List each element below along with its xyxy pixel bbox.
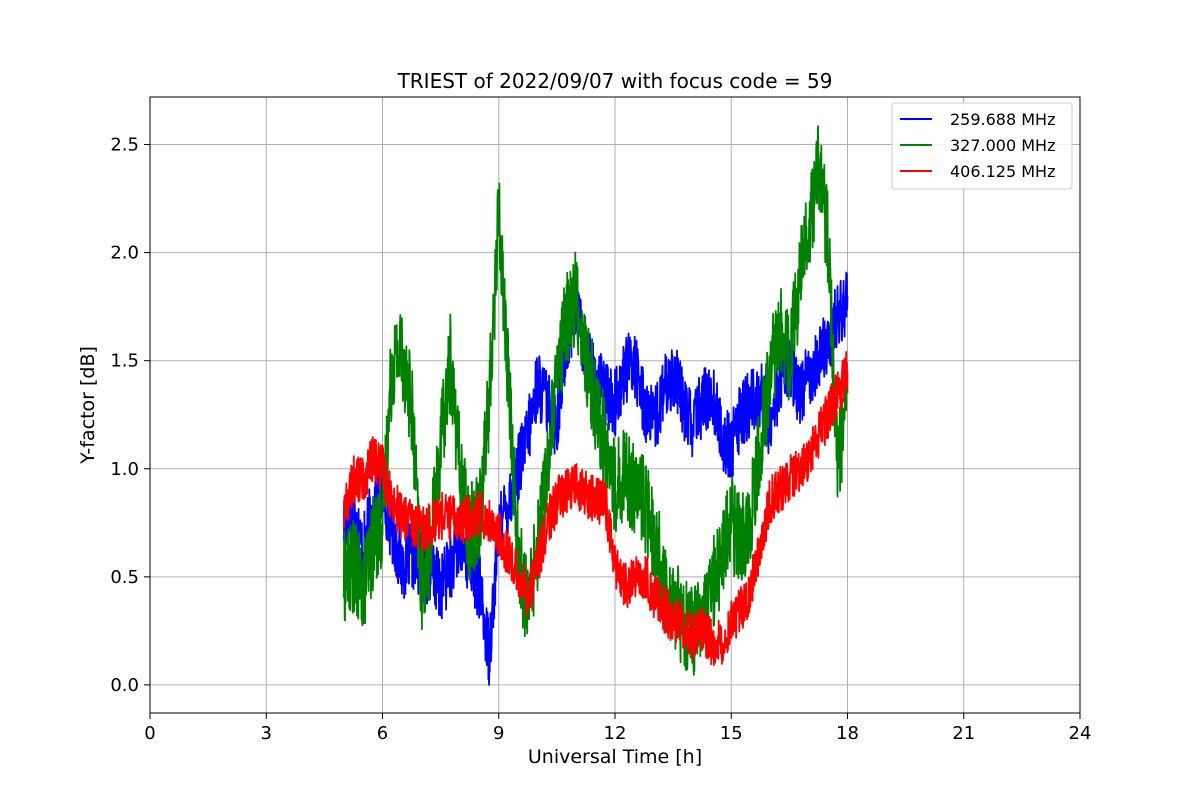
y-tick-label: 1.5 [110,351,139,372]
series-line-3 [342,350,849,667]
chart-title: TRIEST of 2022/09/07 with focus code = 5… [397,69,833,93]
x-axis-label: Universal Time [h] [528,746,702,768]
y-tick-label: 1.0 [110,459,139,480]
y-axis: 0.0 0.5 1.0 1.5 2.0 2.5 [110,135,150,696]
x-tick-label: 12 [604,723,627,744]
y-axis-label: Y-factor [dB] [77,346,99,465]
plot-area [342,125,849,686]
legend-label: 406.125 MHz [950,162,1055,181]
x-axis: 0 3 6 9 12 15 18 21 24 [144,713,1091,744]
legend: 259.688 MHz 327.000 MHz 406.125 MHz [891,102,1073,190]
series-line-2 [342,125,849,676]
x-tick-label: 24 [1069,723,1092,744]
y-tick-label: 0.0 [110,675,139,696]
x-tick-label: 9 [493,723,504,744]
x-tick-label: 18 [836,723,859,744]
x-tick-label: 21 [952,723,975,744]
legend-box [891,102,1073,190]
x-tick-label: 3 [261,723,272,744]
x-tick-label: 15 [720,723,743,744]
y-tick-label: 2.5 [110,135,139,156]
legend-label: 259.688 MHz [950,110,1055,129]
y-tick-label: 0.5 [110,567,139,588]
x-tick-label: 6 [377,723,388,744]
y-tick-label: 2.0 [110,243,139,264]
legend-label: 327.000 MHz [950,136,1055,155]
x-tick-label: 0 [144,723,155,744]
series-layer [342,125,849,686]
